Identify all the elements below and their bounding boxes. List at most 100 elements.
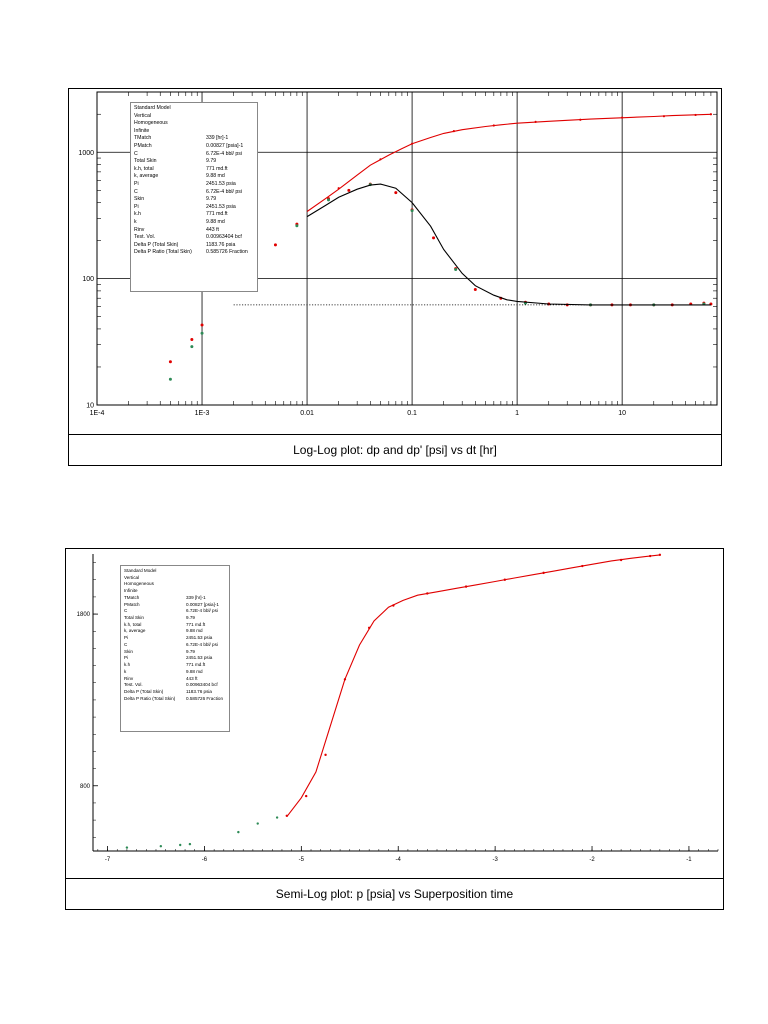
data-point — [324, 753, 327, 757]
info-value: 339 [hr]-1 — [206, 135, 229, 142]
info-value: 1183.76 psia — [186, 688, 212, 694]
data-point — [658, 553, 662, 557]
info-row: k, average 9.88 md — [134, 173, 254, 181]
info-key: k, average — [124, 628, 146, 634]
info-value: 771 md.ft — [186, 621, 206, 627]
info-value: 0.00963404 bcf — [206, 234, 242, 241]
data-point — [337, 187, 340, 190]
pressure-model-line — [286, 554, 660, 818]
info-row: k.h, total 771 md.ft — [134, 166, 254, 174]
x-tick-label: -4 — [396, 857, 402, 863]
info-row: k 9.88 md — [134, 219, 254, 227]
data-point — [581, 564, 584, 568]
info-row: k.h, total 771 md.ft — [124, 622, 226, 629]
info-row: Homogeneous — [134, 120, 254, 128]
data-point — [410, 209, 414, 213]
info-key: k.h — [124, 662, 131, 668]
info-key: k — [124, 668, 127, 674]
info-row: TMatch 339 [hr]-1 — [134, 135, 254, 143]
data-point — [621, 116, 624, 119]
info-key: Infinite — [124, 588, 138, 594]
data-point — [343, 678, 347, 681]
info-row: Test. Vol. 0.00963404 bcf — [124, 682, 226, 689]
semi-log-caption-bar: Semi-Log plot: p [psia] vs Superposition… — [66, 878, 723, 909]
info-row: Pi 2451.53 psia — [134, 181, 254, 189]
info-key: Homogeneous — [124, 581, 154, 587]
info-value: 0.00827 [psia]-1 — [186, 601, 219, 607]
data-point — [190, 337, 194, 341]
info-key: Delta P (Total Skin) — [134, 241, 179, 248]
x-tick-label: -7 — [105, 857, 111, 863]
y-tick-label: 100 — [82, 276, 94, 283]
x-tick-label: 10 — [618, 410, 626, 417]
data-point — [200, 331, 204, 335]
data-point — [662, 115, 666, 118]
info-value: 443 ft — [206, 226, 219, 233]
info-key: k, average — [134, 173, 159, 180]
data-point — [410, 142, 414, 145]
info-value: 771 md.ft — [206, 165, 228, 172]
info-key: Homogeneous — [134, 120, 168, 127]
info-key: Pi — [134, 180, 139, 187]
info-key: Vertical — [134, 112, 152, 119]
info-row: Total Skin 9.79 — [134, 158, 254, 166]
x-tick-label: 0.01 — [300, 410, 314, 417]
info-value: 2451.53 psia — [186, 635, 213, 641]
info-value: 2451.53 psia — [206, 203, 236, 210]
data-point — [432, 236, 436, 240]
log-log-chart-panel: 1E-4 1E-3 0.01 0.1 1 10 10 100 1000 Standard Mod… — [68, 88, 722, 466]
info-row: C 6.72E-4 bbl/ psi — [124, 642, 226, 649]
x-tick-label: -2 — [589, 857, 595, 863]
y-tick-label: 1000 — [78, 150, 94, 157]
info-row: Pi 2451.53 psia — [124, 655, 226, 662]
info-key: Skin — [134, 196, 145, 203]
data-point — [648, 554, 652, 558]
data-point — [168, 377, 172, 381]
info-key: TMatch — [124, 594, 140, 600]
info-key: Delta P (Total Skin) — [124, 688, 164, 694]
info-row: Pi 2451.53 psia — [134, 204, 254, 212]
derivative-model-line — [306, 183, 711, 306]
info-value: 771 md.ft — [186, 662, 206, 668]
info-key: C — [124, 641, 128, 647]
info-value: 9.88 md — [186, 668, 203, 674]
info-value: 9.79 — [186, 648, 195, 654]
info-key: PMatch — [124, 601, 140, 607]
info-key: Rinv — [124, 675, 134, 681]
data-point — [452, 130, 455, 133]
y-tick-label: 1800 — [77, 612, 91, 618]
x-tick-label: 1E-3 — [195, 410, 210, 417]
x-tick-label: -6 — [202, 857, 208, 863]
info-key: k.h, total — [134, 165, 154, 172]
data-point — [694, 113, 697, 117]
info-value: 771 md.ft — [206, 211, 228, 218]
y-tick-label: 10 — [86, 403, 94, 410]
info-row: Rinv 443 ft — [134, 227, 254, 235]
log-log-caption-bar: Log-Log plot: dp and dp' [psi] vs dt [hr… — [69, 434, 721, 465]
info-key: C — [134, 150, 138, 157]
info-row: Skin 9.79 — [134, 196, 254, 204]
data-point — [426, 592, 429, 595]
data-point — [295, 224, 299, 228]
info-row: k, average 9.88 md — [124, 628, 226, 635]
data-point — [275, 816, 279, 819]
data-point — [454, 268, 458, 272]
info-value: 6.72E-4 bbl/ psi — [186, 608, 218, 614]
log-log-title: Log-Log plot: dp and dp' [psi] vs dt [hr… — [293, 443, 497, 457]
data-point — [492, 124, 495, 127]
info-value: 9.79 — [206, 196, 217, 203]
info-value: 2451.53 psia — [186, 655, 213, 661]
info-row: Delta P Ratio (Total Skin) 0.585726 Fract… — [134, 249, 254, 257]
data-point — [285, 814, 288, 818]
info-row: TMatch 339 [hr]-1 — [124, 595, 226, 602]
data-point — [464, 585, 468, 588]
info-row: Total Skin 9.79 — [124, 615, 226, 622]
info-row: Test. Vol. 0.00963404 bcf — [134, 234, 254, 242]
info-key: Pi — [124, 635, 129, 641]
data-point — [709, 113, 713, 116]
info-row: Delta P (Total Skin) 1183.76 psia — [134, 242, 254, 250]
data-point — [168, 360, 172, 364]
semi-log-plot: -7 -6 -5 -4 -3 -2 -1 800 1800 — [77, 553, 719, 863]
info-key: Infinite — [134, 127, 150, 134]
data-point — [579, 118, 582, 121]
